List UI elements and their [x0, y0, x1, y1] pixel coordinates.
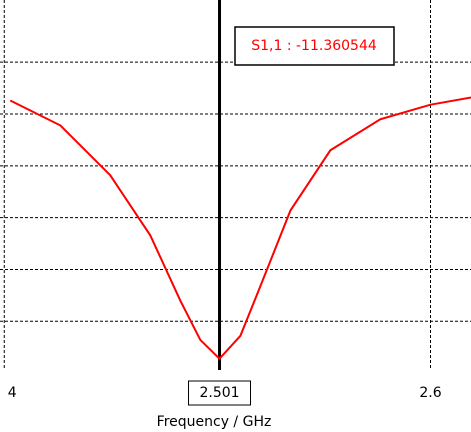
- marker-label-box: [234, 26, 395, 66]
- marker-x-label: 2.501: [199, 385, 239, 401]
- x-tick-label: 2.6: [419, 385, 441, 401]
- x-axis-label: Frequency / GHz: [157, 414, 272, 430]
- series-line: [9, 96, 471, 361]
- x-tick-label: 4: [8, 385, 17, 401]
- marker-x-box: [188, 380, 252, 406]
- marker-label: S1,1 : -11.360544: [251, 38, 377, 54]
